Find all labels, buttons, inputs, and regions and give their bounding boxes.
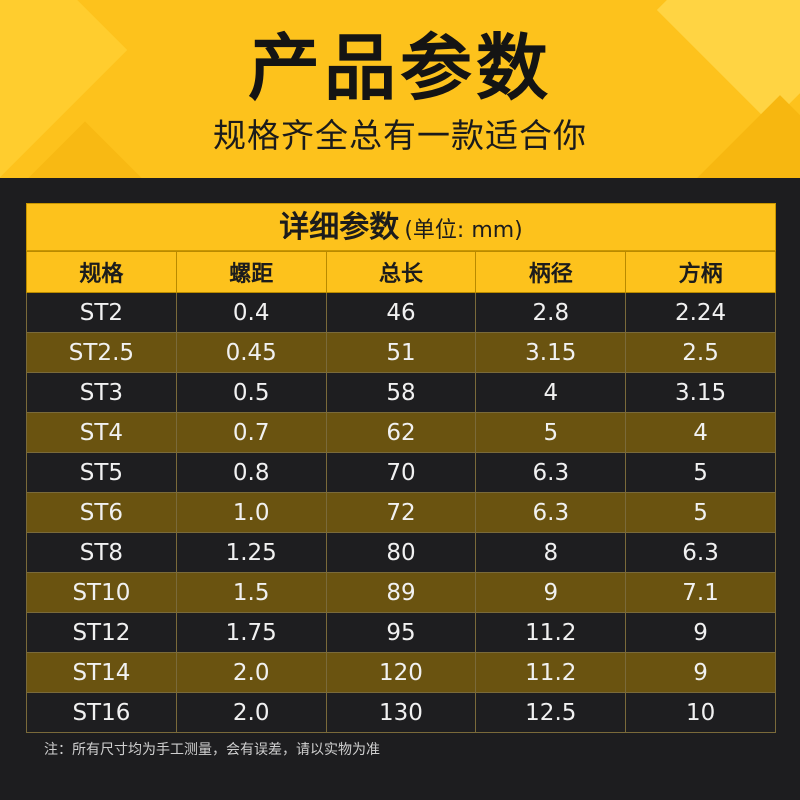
cell-spec: ST3 bbox=[26, 372, 177, 413]
cell-total-length: 62 bbox=[325, 412, 477, 453]
cell-spec: ST6 bbox=[26, 492, 177, 533]
cell-pitch: 0.7 bbox=[175, 412, 327, 453]
cell-spec: ST16 bbox=[26, 692, 177, 733]
cell-total-length: 120 bbox=[325, 652, 477, 693]
cell-square-shank: 7.1 bbox=[625, 572, 776, 613]
cell-spec: ST2.5 bbox=[26, 332, 177, 373]
footnote: 注：所有尺寸均为手工测量，会有误差，请以实物为准 bbox=[44, 742, 380, 758]
cell-total-length: 72 bbox=[325, 492, 477, 533]
cell-total-length: 95 bbox=[325, 612, 477, 653]
table-unit: (单位: mm) bbox=[404, 218, 523, 243]
cell-shank-diameter: 11.2 bbox=[475, 652, 627, 693]
table-row: ST2 0.4 46 2.8 2.24 bbox=[26, 292, 776, 333]
column-header-square-shank: 方柄 bbox=[625, 251, 776, 293]
cell-square-shank: 9 bbox=[625, 612, 776, 653]
cell-pitch: 1.75 bbox=[175, 612, 327, 653]
spec-table: 规格 螺距 总长 柄径 方柄 ST2 0.4 46 2.8 2.24 ST2.5 0.45 5… bbox=[26, 251, 776, 733]
column-header-shank-diameter: 柄径 bbox=[475, 251, 627, 293]
cell-pitch: 1.25 bbox=[175, 532, 327, 573]
cell-pitch: 0.5 bbox=[175, 372, 327, 413]
cell-square-shank: 5 bbox=[625, 452, 776, 493]
cell-total-length: 58 bbox=[325, 372, 477, 413]
cell-square-shank: 5 bbox=[625, 492, 776, 533]
table-header-row: 规格 螺距 总长 柄径 方柄 bbox=[26, 251, 776, 293]
cell-spec: ST4 bbox=[26, 412, 177, 453]
page-title: 产品参数 bbox=[247, 26, 552, 110]
cell-spec: ST8 bbox=[26, 532, 177, 573]
cell-shank-diameter: 3.15 bbox=[475, 332, 627, 373]
cell-pitch: 0.45 bbox=[175, 332, 327, 373]
cell-square-shank: 2.24 bbox=[625, 292, 776, 333]
cell-shank-diameter: 2.8 bbox=[475, 292, 627, 333]
page-subtitle: 规格齐全总有一款适合你 bbox=[213, 116, 587, 155]
table-row: ST4 0.7 62 5 4 bbox=[26, 412, 776, 453]
column-header-pitch: 螺距 bbox=[175, 251, 327, 293]
cell-square-shank: 2.5 bbox=[625, 332, 776, 373]
cell-shank-diameter: 6.3 bbox=[475, 492, 627, 533]
cell-total-length: 70 bbox=[325, 452, 477, 493]
cell-spec: ST12 bbox=[26, 612, 177, 653]
cell-square-shank: 9 bbox=[625, 652, 776, 693]
table-title-bar: 详细参数 (单位: mm) bbox=[26, 203, 776, 251]
cell-shank-diameter: 9 bbox=[475, 572, 627, 613]
cell-pitch: 2.0 bbox=[175, 692, 327, 733]
table-row: ST8 1.25 80 8 6.3 bbox=[26, 532, 776, 573]
cell-pitch: 1.0 bbox=[175, 492, 327, 533]
cell-total-length: 130 bbox=[325, 692, 477, 733]
cell-total-length: 89 bbox=[325, 572, 477, 613]
table-row: ST16 2.0 130 12.5 10 bbox=[26, 692, 776, 733]
cell-spec: ST5 bbox=[26, 452, 177, 493]
table-row: ST6 1.0 72 6.3 5 bbox=[26, 492, 776, 533]
cell-pitch: 1.5 bbox=[175, 572, 327, 613]
table-row: ST5 0.8 70 6.3 5 bbox=[26, 452, 776, 493]
cell-square-shank: 4 bbox=[625, 412, 776, 453]
cell-shank-diameter: 6.3 bbox=[475, 452, 627, 493]
table-title: 详细参数 bbox=[279, 210, 400, 245]
cell-spec: ST10 bbox=[26, 572, 177, 613]
cell-pitch: 0.4 bbox=[175, 292, 327, 333]
table-row: ST10 1.5 89 9 7.1 bbox=[26, 572, 776, 613]
cell-spec: ST14 bbox=[26, 652, 177, 693]
cell-pitch: 0.8 bbox=[175, 452, 327, 493]
cell-shank-diameter: 5 bbox=[475, 412, 627, 453]
cell-shank-diameter: 11.2 bbox=[475, 612, 627, 653]
cell-spec: ST2 bbox=[26, 292, 177, 333]
cell-square-shank: 3.15 bbox=[625, 372, 776, 413]
cell-square-shank: 10 bbox=[625, 692, 776, 733]
cell-pitch: 2.0 bbox=[175, 652, 327, 693]
table-row: ST14 2.0 120 11.2 9 bbox=[26, 652, 776, 693]
column-header-total-length: 总长 bbox=[325, 251, 477, 293]
cell-total-length: 46 bbox=[325, 292, 477, 333]
table-row: ST3 0.5 58 4 3.15 bbox=[26, 372, 776, 413]
header-banner: 产品参数 规格齐全总有一款适合你 bbox=[0, 0, 800, 178]
spec-table-container: 详细参数 (单位: mm) 规格 螺距 总长 柄径 方柄 ST2 0.4 46 2.8… bbox=[26, 203, 776, 733]
cell-square-shank: 6.3 bbox=[625, 532, 776, 573]
table-row: ST2.5 0.45 51 3.15 2.5 bbox=[26, 332, 776, 373]
cell-shank-diameter: 4 bbox=[475, 372, 627, 413]
cell-shank-diameter: 8 bbox=[475, 532, 627, 573]
cell-shank-diameter: 12.5 bbox=[475, 692, 627, 733]
column-header-spec: 规格 bbox=[26, 251, 177, 293]
cell-total-length: 80 bbox=[325, 532, 477, 573]
table-row: ST12 1.75 95 11.2 9 bbox=[26, 612, 776, 653]
cell-total-length: 51 bbox=[325, 332, 477, 373]
